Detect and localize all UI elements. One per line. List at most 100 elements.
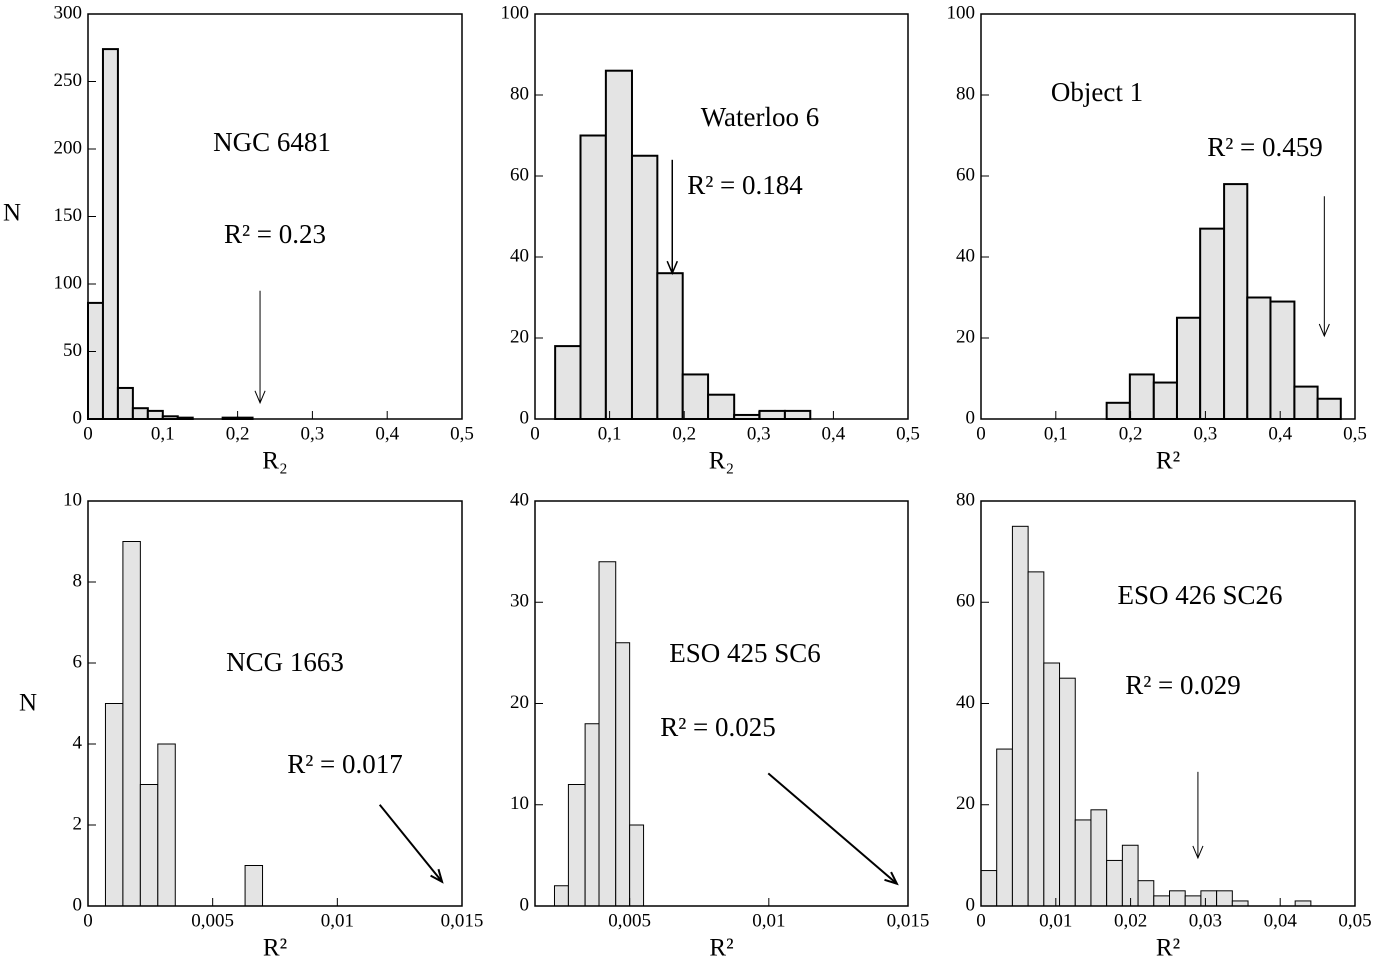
y-tick-label: 0 [966, 407, 976, 428]
x-tick-label: 0,3 [747, 423, 771, 444]
arrow-head [1192, 845, 1204, 860]
histogram-bar [1199, 227, 1226, 420]
y-tick-label: 0 [520, 894, 530, 915]
x-tick-label: 0,5 [450, 423, 474, 444]
arrow-head [666, 260, 679, 276]
y-tick-label: 50 [63, 340, 82, 361]
arrow [767, 772, 899, 886]
x-tick-label: 0,015 [441, 910, 484, 931]
y-tick-label: 80 [510, 83, 529, 104]
panel-title: ESO 425 SC6 [669, 638, 821, 668]
y-tick-label: 60 [956, 591, 975, 612]
histogram-bar [157, 743, 176, 907]
y-tick-label: 0 [520, 407, 530, 428]
histogram-bar [980, 870, 998, 907]
y-tick-label: 20 [510, 326, 529, 347]
x-tick-label: 0,5 [896, 423, 920, 444]
x-tick-label: 0,3 [301, 423, 325, 444]
y-tick-label: 80 [956, 489, 975, 510]
histogram-bar [1128, 373, 1155, 421]
arrow [254, 290, 266, 405]
histogram-bar [1223, 183, 1249, 420]
annotation: R² = 0.029 [1125, 670, 1241, 700]
x-tick-label: 0,03 [1189, 910, 1222, 931]
histogram-bar [1231, 900, 1249, 907]
y-tick-label: 40 [956, 245, 975, 266]
histogram-bar [1105, 401, 1131, 420]
y-tick-label: 10 [510, 793, 529, 814]
x-tick-label: 0,2 [226, 423, 250, 444]
x-axis-label: R² [709, 935, 733, 962]
x-tick-label: 0 [83, 910, 93, 931]
histogram-bar [1106, 859, 1123, 907]
histogram-panel: 0 20 40 60 80 0 0,01 0,02 0,03 0,04 0,05 R² ESO 426 … [956, 489, 1372, 961]
histogram-panel: 0 20 40 60 80 100 0 0,1 0,2 0,3 0,4 0,5 R₂ Waterloo 6… [501, 2, 920, 474]
x-tick-label: 0,4 [375, 423, 399, 444]
histogram-bar [131, 407, 149, 421]
histogram-bar [1153, 895, 1170, 907]
y-tick-label: 20 [956, 326, 975, 347]
x-tick-label: 0,01 [752, 910, 785, 931]
panel-title: Object 1 [1051, 77, 1143, 107]
y-tick-label: 60 [956, 164, 975, 185]
x-tick-label: 0,005 [608, 910, 651, 931]
histogram-bar [1269, 300, 1296, 420]
x-tick-label: 0 [976, 910, 986, 931]
histogram-bar [1090, 809, 1108, 907]
x-tick-label: 0 [530, 423, 540, 444]
annotation: R² = 0.23 [224, 219, 326, 249]
histogram-bar [629, 824, 645, 907]
histogram-bar [1294, 900, 1312, 907]
arrow-shaft [378, 804, 443, 883]
y-tick-label: 200 [54, 137, 83, 158]
x-tick-label: 0 [83, 423, 93, 444]
y-tick-label: 2 [73, 813, 83, 834]
histogram-bar [681, 373, 710, 421]
x-tick-label: 0,01 [321, 910, 354, 931]
arrow-head [884, 871, 899, 886]
histogram-bar [122, 541, 141, 907]
histogram-bar [1152, 381, 1178, 420]
x-tick-label: 0,01 [1039, 910, 1072, 931]
histogram-bar [1293, 385, 1319, 421]
histogram-bar [630, 154, 659, 420]
histogram-bar [1216, 890, 1233, 907]
arrow-head [1318, 323, 1330, 338]
histogram-bar [707, 393, 736, 421]
arrow-head [254, 390, 266, 405]
histogram-bar [104, 703, 124, 907]
histogram-bar [1059, 677, 1076, 907]
y-tick-label: 8 [73, 570, 83, 591]
arrow [1318, 196, 1330, 338]
y-tick-label: 150 [54, 205, 83, 226]
histogram-bar [604, 69, 633, 420]
y-axis-label: N [19, 690, 37, 717]
histogram-bar [116, 386, 134, 421]
histogram-bar [1074, 819, 1092, 907]
x-tick-label: 0,02 [1114, 910, 1147, 931]
x-tick-label: 0,1 [1044, 423, 1068, 444]
histogram-bar [1246, 296, 1272, 420]
histogram-bar [1043, 662, 1061, 907]
panel-title: NCG 1663 [226, 647, 344, 677]
plot-frame [87, 13, 463, 420]
x-tick-label: 0,1 [598, 423, 622, 444]
y-tick-label: 0 [73, 407, 83, 428]
panel-title: NGC 6481 [213, 127, 331, 157]
x-tick-label: 0,015 [887, 910, 930, 931]
annotation: R² = 0.459 [1207, 132, 1323, 162]
x-tick-label: 0,4 [1268, 423, 1292, 444]
histogram-bar [554, 345, 582, 421]
y-tick-label: 40 [510, 245, 529, 266]
plot-frame [87, 500, 463, 907]
histogram-bar [1137, 880, 1155, 907]
x-tick-label: 0,2 [1119, 423, 1143, 444]
y-tick-label: 6 [73, 651, 83, 672]
histogram-bar [146, 409, 164, 420]
histogram-bar [598, 561, 617, 907]
histogram-bar [656, 272, 684, 421]
histogram-bar [101, 48, 119, 420]
arrow-head [430, 868, 444, 884]
y-tick-label: 20 [956, 793, 975, 814]
